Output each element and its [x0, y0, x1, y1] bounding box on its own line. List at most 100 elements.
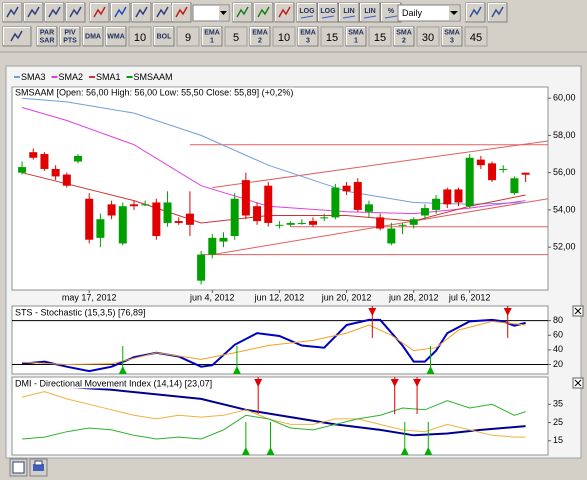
legend-label: SMA1	[96, 72, 121, 82]
candle-body	[443, 189, 452, 205]
y-tick-label: 58,00	[553, 130, 576, 140]
icon-glyph	[175, 6, 188, 18]
candle-body	[18, 167, 27, 173]
indicator-button-label: EMA	[252, 29, 268, 36]
button-bevel	[442, 27, 461, 45]
icon-glyph	[469, 6, 482, 18]
button-bevel	[111, 3, 129, 21]
button-bevel	[90, 3, 108, 21]
candle-body	[185, 213, 194, 225]
candle-body	[364, 204, 373, 212]
candle-body	[286, 222, 295, 225]
x-tick-label: jun 20, 2012	[321, 292, 372, 302]
indicator-button-label: 1	[210, 37, 214, 44]
buy-signal	[118, 366, 127, 374]
candle-body	[152, 202, 161, 236]
parameter-box[interactable]	[320, 26, 344, 47]
scale-button-label: LOG	[299, 8, 315, 15]
indicator-button-label: SMA	[444, 29, 460, 36]
y-tick-label: 15	[553, 435, 563, 445]
button-bevel	[3, 3, 21, 21]
sell-signal	[503, 308, 512, 316]
scale-button-label: LOG	[320, 8, 336, 15]
parameter-box[interactable]	[272, 26, 296, 47]
buy-signal	[400, 447, 409, 455]
candle-body	[476, 159, 485, 166]
x-tick-label: jun 28, 2012	[388, 292, 439, 302]
y-tick-label: 52,00	[553, 242, 576, 252]
candle-body	[96, 219, 105, 238]
trendline	[212, 140, 549, 189]
panel-title: STS - Stochastic (15,3,5) [76,89]	[15, 307, 146, 317]
candle-body	[320, 217, 329, 219]
candle-body	[118, 206, 127, 244]
candle-body	[29, 152, 38, 158]
icon-glyph	[135, 6, 148, 18]
candle-body	[499, 168, 508, 170]
parameter-box[interactable]	[416, 26, 440, 47]
candle-body	[331, 187, 340, 218]
candle-body	[107, 204, 116, 216]
panel-title-bg	[14, 378, 214, 389]
button-bevel	[24, 3, 42, 21]
candle-body	[253, 206, 262, 222]
indicator-line	[22, 400, 526, 440]
button-bevel	[488, 3, 506, 21]
button-bevel	[106, 27, 125, 45]
y-tick-label: 20	[553, 359, 563, 369]
icon-glyph	[236, 6, 249, 18]
zoom-fit-button[interactable]	[9, 458, 28, 477]
close-stochastic[interactable]	[572, 305, 584, 317]
parameter-box[interactable]	[128, 26, 152, 47]
indicator-button-label: 2	[402, 37, 406, 44]
buy-signal	[424, 447, 433, 455]
parameter-value: 10	[278, 32, 290, 44]
button-bevel	[45, 3, 63, 21]
buy-signal	[241, 447, 250, 455]
candle-body	[141, 204, 150, 206]
parameter-value: 10	[134, 32, 146, 44]
indicator-button-label: PIV	[64, 29, 76, 36]
candle-body	[309, 221, 318, 225]
print-button[interactable]	[29, 458, 48, 477]
close-dmi[interactable]	[572, 377, 584, 389]
icon-glyph	[114, 6, 127, 18]
period-label: Daily	[402, 8, 423, 18]
candle-body	[230, 198, 239, 236]
button-bevel	[346, 27, 365, 45]
button-bevel	[153, 3, 171, 21]
sell-signal	[413, 379, 422, 387]
parameter-box[interactable]	[464, 26, 488, 47]
parameter-value: 9	[185, 32, 191, 44]
icon-glyph	[10, 30, 23, 42]
candle-body	[129, 204, 138, 207]
parameter-box[interactable]	[368, 26, 392, 47]
button-bevel	[360, 3, 379, 21]
candle-body	[353, 181, 362, 210]
scale-glyph	[384, 15, 398, 19]
scale-glyph	[321, 15, 335, 19]
parameter-box[interactable]	[224, 26, 248, 47]
button-bevel	[3, 27, 30, 45]
y-tick-label: 40	[553, 344, 563, 354]
candle-body	[387, 228, 396, 244]
y-tick-label: 54,00	[553, 204, 576, 214]
legend-label: SMSAAM	[134, 72, 173, 82]
arrow	[450, 11, 458, 15]
button-bevel	[339, 3, 358, 21]
candle-body	[454, 189, 463, 203]
icon-glyph	[278, 6, 291, 18]
candle-body	[342, 185, 351, 192]
indicator-button-label: 1	[354, 37, 358, 44]
candle-body	[376, 217, 385, 229]
candle-body	[264, 185, 273, 223]
icon-glyph	[257, 6, 270, 18]
parameter-box[interactable]	[176, 26, 200, 47]
legend-label: SMA2	[59, 72, 84, 82]
sell-signal	[390, 379, 399, 387]
button-bevel	[318, 3, 337, 21]
parameter-value: 30	[422, 32, 434, 44]
period-dropdown[interactable]	[397, 4, 461, 22]
